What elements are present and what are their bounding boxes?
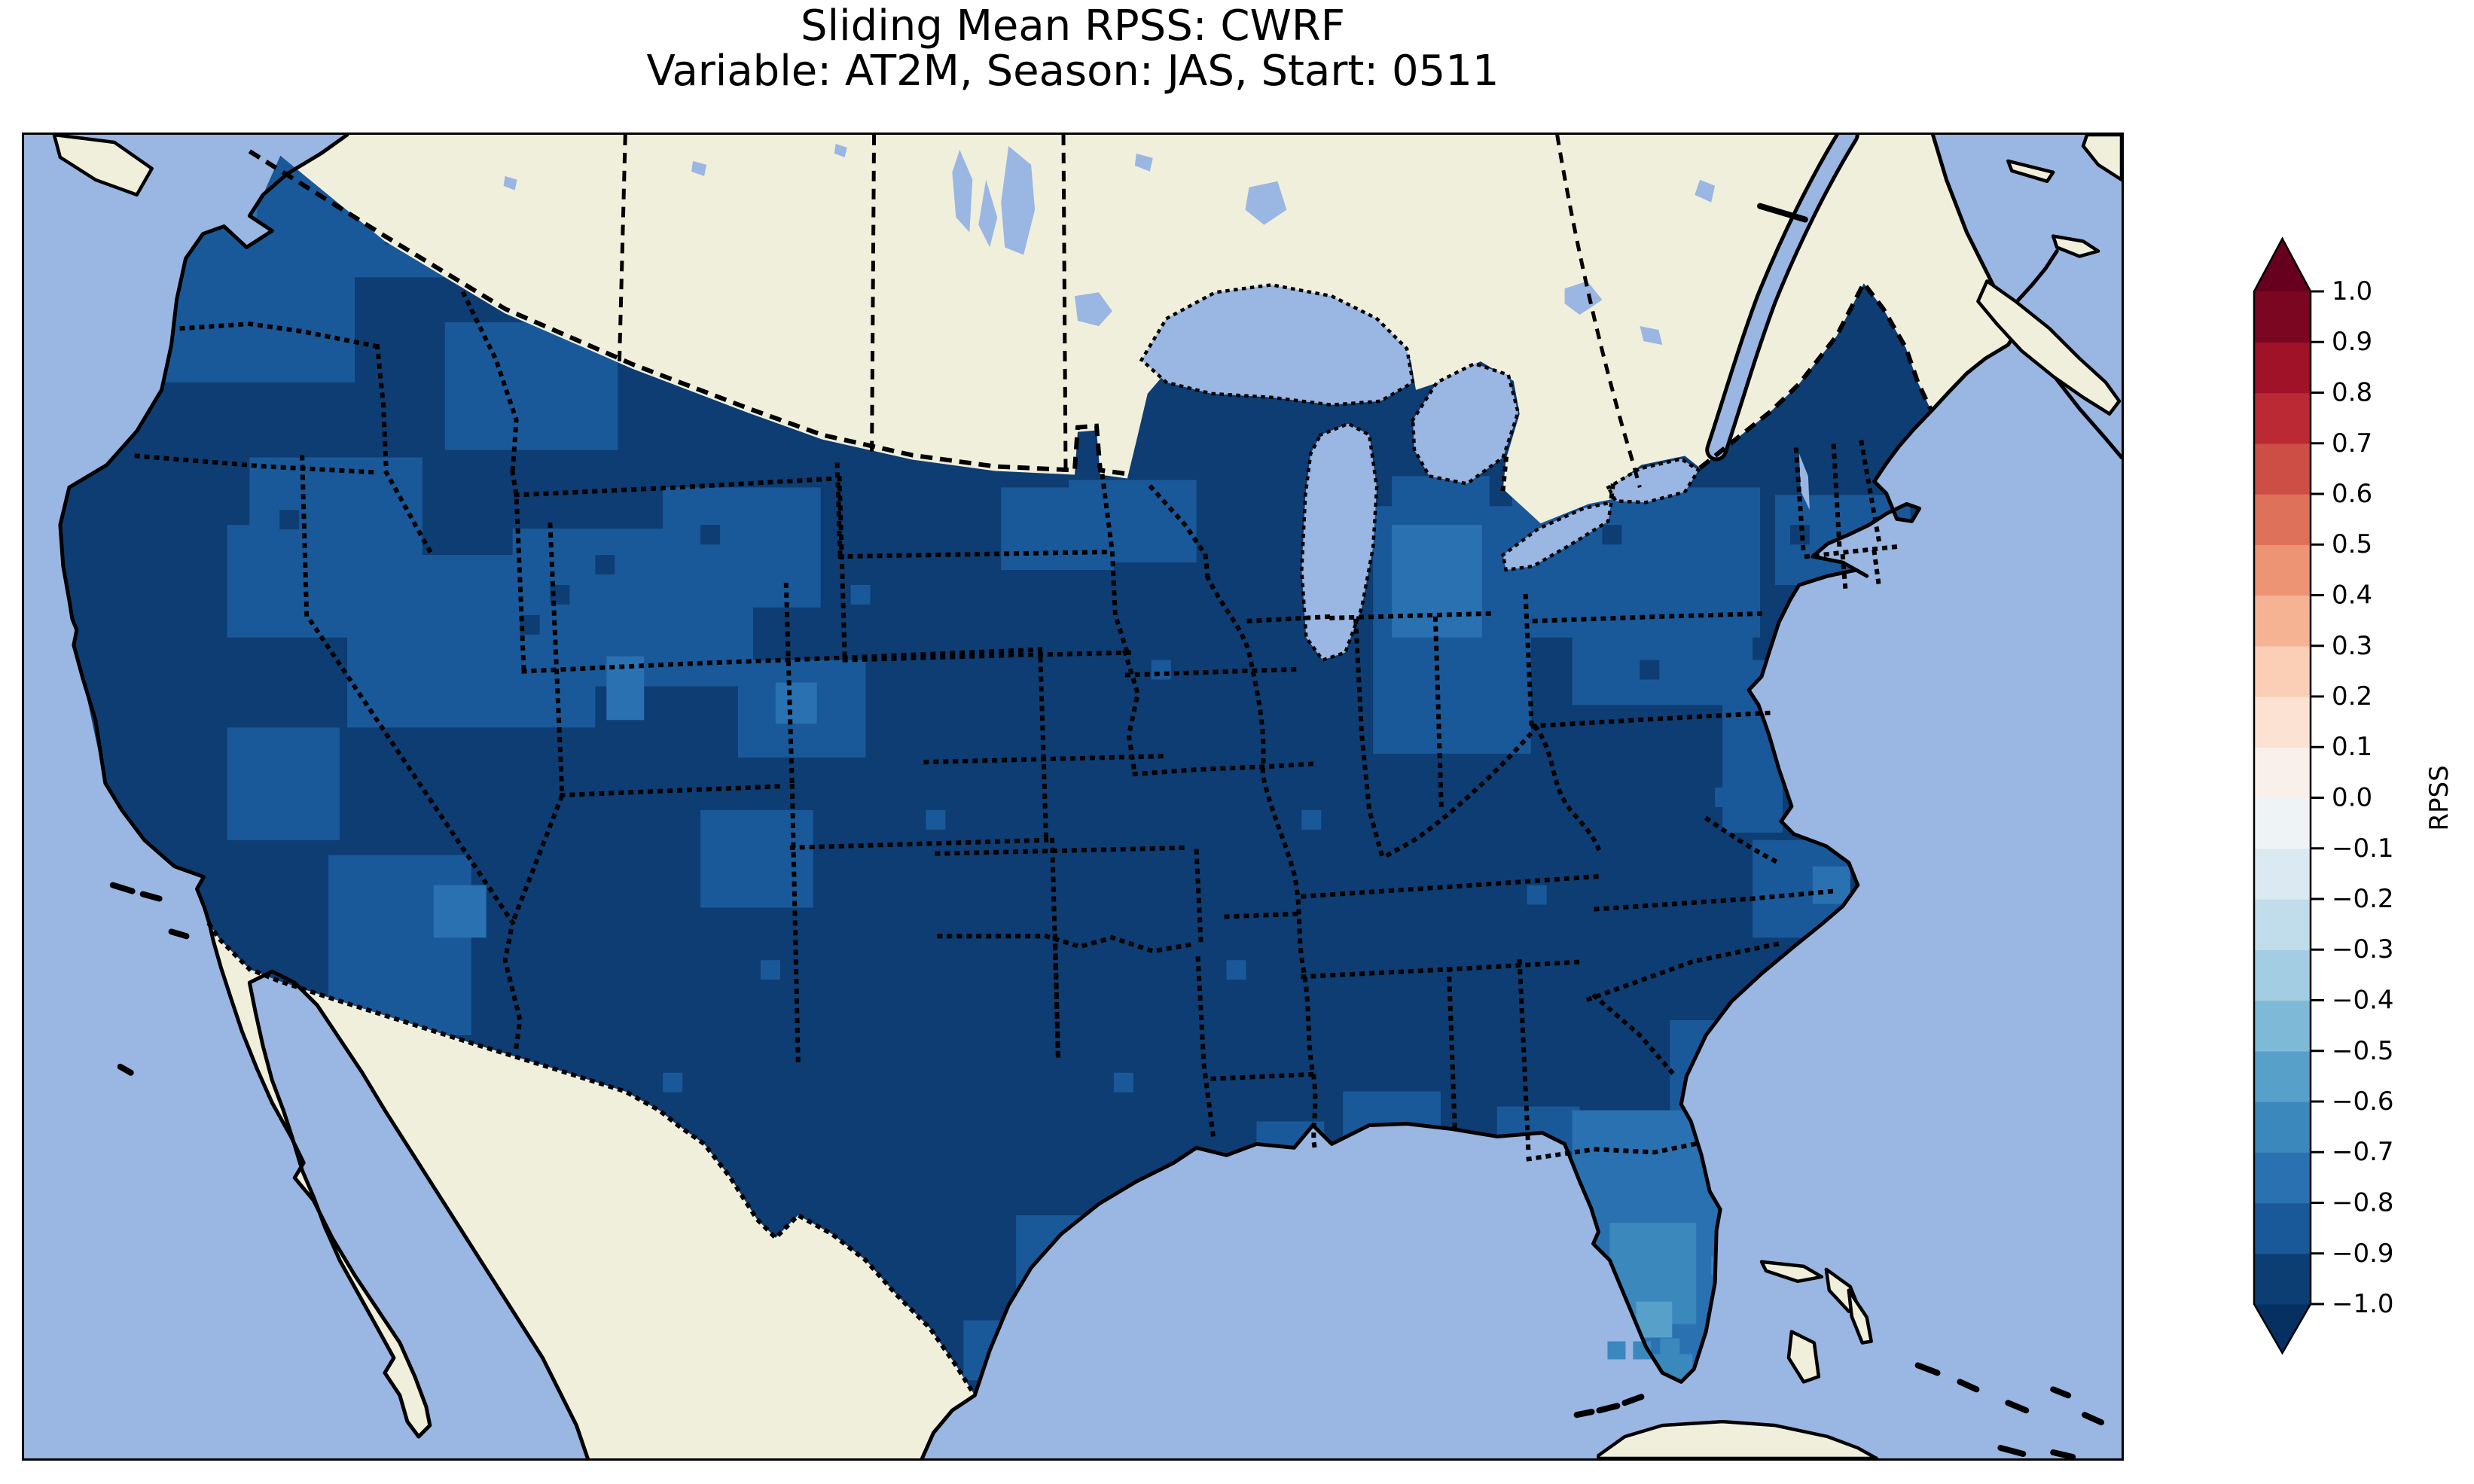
us-canada-border (248, 149, 1128, 477)
tick-label: 0.9 (2332, 327, 2372, 357)
tick-label: 0.6 (2332, 479, 2372, 509)
provincial-border-1 (617, 135, 627, 367)
tick-label: −0.6 (2332, 1086, 2394, 1117)
tick-label: −0.7 (2332, 1137, 2394, 1167)
nova-scotia (1976, 279, 2122, 416)
colorbar-svg: 1.0 0.9 0.8 0.7 0.6 0.5 0.4 0.3 0.2 0.1 … (2253, 236, 2454, 1355)
figure-subtitle: Variable: AT2M, Season: JAS, Start: 0511 (646, 47, 1499, 96)
st-lawrence-river (1709, 135, 1856, 458)
canadian-lakes (503, 143, 1810, 510)
continental-coastline (58, 135, 590, 1458)
small-cays-and-keys (109, 203, 2105, 1458)
colorbar-segments (2254, 291, 2311, 1305)
prince-edward-island (2051, 234, 2100, 258)
water-overlays (503, 135, 2122, 660)
tick-label: 0.7 (2332, 428, 2372, 459)
lake-ontario (1608, 459, 1699, 503)
tick-label: −0.5 (2332, 1036, 2394, 1066)
colorbar-tick-marks (2311, 290, 2324, 1306)
tick-label: −0.4 (2332, 986, 2394, 1016)
figure-title: Sliding Mean RPSS: CWRF (800, 2, 1346, 50)
tick-label: −0.9 (2332, 1239, 2394, 1269)
colorbar-under-arrow (2254, 1304, 2311, 1353)
colorbar-over-arrow (2254, 239, 2311, 291)
lake-huron (1413, 363, 1518, 484)
tick-label: −1.0 (2332, 1289, 2394, 1319)
provincial-border-3 (1061, 135, 1068, 474)
tick-label: 0.5 (2332, 529, 2372, 559)
tick-label: −0.2 (2332, 884, 2394, 914)
tick-label: 0.2 (2332, 681, 2372, 712)
anticosti-island (2006, 159, 2055, 184)
tick-label: −0.8 (2332, 1188, 2394, 1218)
colorbar: 1.0 0.9 0.8 0.7 0.6 0.5 0.4 0.3 0.2 0.1 … (2229, 226, 2474, 1400)
colorbar-tick-labels: 1.0 0.9 0.8 0.7 0.6 0.5 0.4 0.3 0.2 0.1 … (2332, 276, 2394, 1319)
vancouver-island (52, 135, 154, 197)
grand-bahama (1759, 1260, 1824, 1284)
tick-label: 1.0 (2332, 276, 2372, 306)
cuba (1597, 1419, 1878, 1458)
provincial-border-on-qc (1555, 135, 1642, 489)
eleuthera (1847, 1288, 1873, 1345)
lake-outlines (1139, 283, 1701, 663)
rpss-offshore-cells (1607, 1338, 1680, 1360)
tick-label: −0.1 (2332, 833, 2394, 864)
andros (1786, 1330, 1821, 1384)
state-borders (134, 291, 1905, 1162)
tick-label: 0.3 (2332, 631, 2372, 661)
islands (109, 135, 2122, 1458)
lake-michigan (1301, 423, 1377, 660)
map-svg (24, 135, 2122, 1458)
map-axes (22, 133, 2124, 1461)
lake-superior (1141, 285, 1414, 405)
national-borders (206, 135, 1934, 1399)
rpss-bin-m0.55-patch (1636, 1301, 1673, 1338)
gulf-atlantic-coastline (920, 248, 2059, 1458)
us-canada-border-east (1698, 279, 1934, 470)
lake-erie (1502, 502, 1612, 571)
tick-label: 0.4 (2332, 580, 2372, 611)
tick-label: 0.0 (2332, 783, 2372, 813)
newfoundland-corner (2081, 135, 2122, 182)
colorbar-axis-label: RPSS (2424, 765, 2454, 830)
us-mexico-border (206, 922, 978, 1399)
tick-label: −0.3 (2332, 934, 2394, 964)
tick-label: 0.1 (2332, 732, 2372, 762)
tick-label: 0.8 (2332, 378, 2372, 408)
